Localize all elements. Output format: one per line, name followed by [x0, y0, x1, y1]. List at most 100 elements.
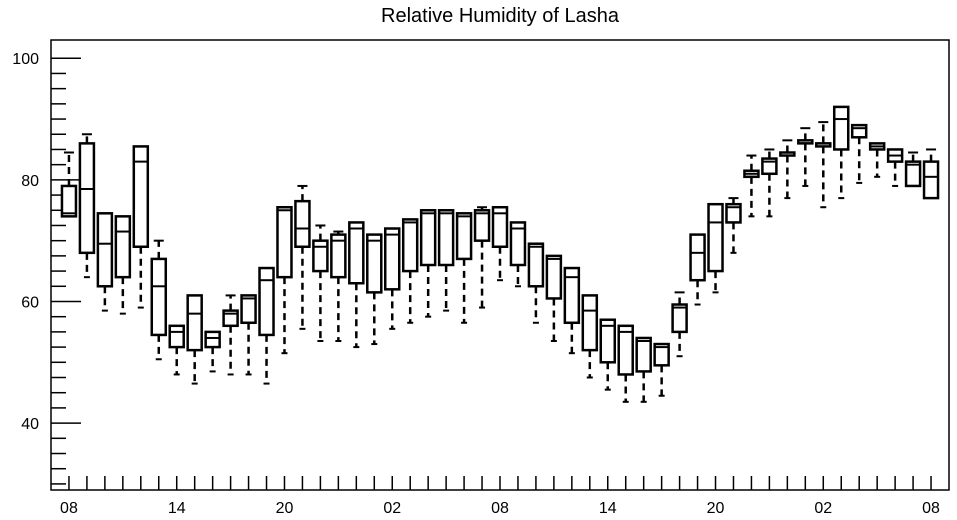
x-tick-label: 20 [276, 500, 294, 517]
box-item [832, 105, 850, 200]
box-body [348, 221, 365, 285]
box-body [653, 342, 670, 367]
box-body [186, 294, 203, 352]
box-item [725, 197, 742, 254]
box-item [455, 212, 473, 324]
box-body [617, 324, 634, 376]
box-body [114, 215, 132, 279]
box-item [617, 324, 634, 403]
box-item [581, 294, 599, 379]
y-tick-label: 80 [21, 173, 39, 190]
box-item [527, 242, 545, 324]
x-tick-label: 02 [383, 500, 401, 517]
box-item [132, 145, 150, 309]
box-body [96, 212, 114, 288]
box-item [330, 230, 347, 343]
box-body [455, 212, 473, 261]
box-body [276, 205, 293, 279]
box-series [60, 105, 940, 403]
y-tick-label: 40 [21, 416, 39, 433]
box-body [527, 242, 545, 288]
box-body [150, 257, 168, 337]
box-item [904, 151, 922, 188]
box-item [689, 233, 706, 306]
chart-title: Relative Humidity of Lasha [381, 5, 620, 27]
box-item [599, 318, 617, 391]
x-axis: 08 14 20 02 08 14 20 02 08 [60, 476, 940, 517]
box-item [779, 139, 796, 200]
box-item [383, 227, 401, 330]
box-body [330, 233, 347, 279]
x-tick-label: 20 [707, 500, 725, 517]
x-tick-label: 08 [922, 500, 940, 517]
box-body [581, 294, 599, 352]
box-item [815, 121, 832, 209]
x-tick-label: 08 [491, 500, 509, 517]
box-body [707, 202, 724, 273]
box-item [294, 184, 311, 330]
box-item [707, 202, 724, 294]
box-body [294, 199, 311, 249]
box-item [473, 206, 491, 309]
box-item [366, 233, 383, 346]
box-body [922, 160, 940, 200]
y-axis: 40 60 80 100 [12, 51, 81, 485]
box-item [312, 224, 329, 343]
box-body [312, 239, 329, 273]
box-item [437, 209, 455, 312]
box-body [366, 233, 383, 294]
box-body [473, 209, 491, 242]
x-tick-label: 02 [814, 500, 832, 517]
box-item [240, 294, 257, 376]
box-item [168, 324, 185, 376]
box-item [258, 266, 275, 385]
box-item [761, 148, 778, 218]
box-item [491, 205, 509, 282]
box-body [563, 266, 581, 325]
box-body [832, 105, 850, 151]
box-body [850, 123, 868, 139]
box-item [653, 342, 670, 397]
box-item [671, 291, 688, 358]
box-body [491, 205, 509, 249]
box-body [240, 294, 257, 325]
box-item [563, 266, 581, 355]
box-item [150, 239, 168, 361]
box-item [204, 330, 221, 373]
box-item [743, 154, 760, 218]
box-item [509, 221, 527, 288]
box-body [689, 233, 706, 282]
box-item [114, 215, 132, 315]
box-item [186, 294, 203, 385]
box-body [383, 227, 401, 291]
box-body [904, 160, 922, 188]
box-item [222, 294, 239, 376]
x-tick-label: 08 [60, 500, 78, 517]
y-tick-label: 100 [12, 51, 39, 68]
box-body [60, 184, 78, 218]
box-item [797, 127, 814, 187]
box-item [96, 212, 114, 312]
box-item [78, 133, 96, 279]
x-tick-label: 14 [168, 500, 186, 517]
box-body [509, 221, 527, 267]
box-body [671, 303, 688, 334]
box-item [60, 151, 78, 218]
box-body [132, 145, 150, 249]
box-item [401, 218, 419, 324]
box-item [635, 336, 652, 403]
box-body [725, 202, 742, 224]
x-tick-label: 14 [599, 500, 617, 517]
box-item [868, 142, 886, 178]
box-item [348, 221, 365, 349]
box-item [850, 123, 868, 184]
y-tick-label: 60 [21, 294, 39, 311]
box-body [204, 330, 221, 349]
box-item [886, 148, 904, 187]
box-item [419, 209, 437, 318]
box-body [78, 142, 96, 255]
box-body [437, 209, 455, 267]
box-item [545, 254, 563, 343]
box-item [922, 148, 940, 200]
